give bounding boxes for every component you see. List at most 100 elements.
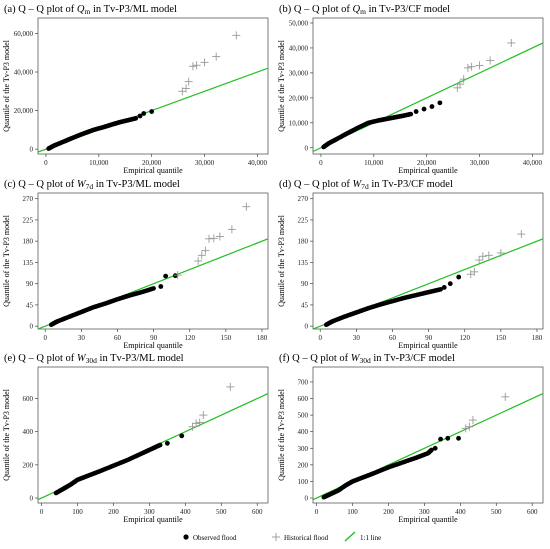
legend: Observed flood Historical flood 1:1 line [183,531,381,542]
x-tick-label: 400 [180,508,191,516]
panel-title-subscript: 30d [360,356,372,365]
x-tick-label: 90 [425,334,433,342]
observed-point [413,109,419,114]
qq-panel-c: (c) Q – Q plot of W7d in Tv-P3/ML model 0… [2,179,269,350]
panel-title-prefix: (c) Q – Q plot of [4,179,77,190]
historical-point [478,252,487,261]
x-tick-label: 180 [257,334,268,342]
panel-title-variable: Q [77,4,85,15]
y-tick-label: 300 [298,445,309,453]
historical-point [242,202,251,211]
y-axis-label: Quantile of the Tv-P3 model [2,214,11,307]
historical-point [470,267,479,276]
x-tick-label: 180 [532,334,543,342]
y-tick-label: 90 [26,280,34,288]
y-axis-label: Quantile of the Tv-P3 model [2,39,11,132]
panel-title: (f) Q – Q plot of W30d in Tv-P3/CF model [279,353,455,365]
y-tick-label: 20,000 [14,107,34,115]
legend-observed-marker [183,534,189,540]
y-axis-label: Quantile of the Tv-P3 model [2,388,11,481]
x-tick-label: 0 [40,508,44,516]
historical-point [227,225,236,234]
observed-point [133,116,139,121]
qq-panel-e: (e) Q – Q plot of W30d in Tv-P3/ML model… [2,353,269,524]
plot-frame [312,366,544,504]
y-tick-label: 0 [30,146,34,154]
x-tick-label: 120 [459,334,470,342]
observed-point [445,435,451,441]
x-tick-label: 500 [216,508,227,516]
historical-point [194,257,203,265]
observed-point [149,109,155,114]
historical-point [212,52,221,61]
qq-panel-b: (b) Q – Q plot of Qm in Tv-P3/CF model 0 1… [277,4,544,175]
x-axis-label: Empirical quantile [398,166,458,175]
historical-point [188,62,197,71]
historical-point [195,418,204,427]
historical-point [455,80,464,89]
panel-title-prefix: (d) Q – Q plot of [279,179,353,190]
historical-point [459,75,468,84]
historical-point [461,424,470,433]
x-tick-label: 60 [114,334,122,342]
y-tick-label: 10,000 [289,119,309,127]
observed-point [158,284,164,289]
legend-line-marker [344,531,356,542]
x-tick-label: 40,000 [248,159,268,167]
panel-title-suffix: in Tv-P3/CF model [369,179,453,190]
y-tick-label: 45 [301,301,309,309]
y-tick-label: 600 [298,395,309,403]
y-tick-label: 0 [305,495,309,503]
x-tick-label: 30,000 [195,159,215,167]
y-tick-label: 400 [23,428,34,436]
observed-point [447,281,453,287]
legend-historical-label: Historical flood [284,534,329,542]
x-tick-label: 0 [43,334,47,342]
panel-title-variable: W [351,353,361,364]
x-tick-label: 100 [72,508,83,516]
historical-point [192,61,201,70]
y-tick-label: 0 [30,495,34,503]
panel-title-suffix: in Tv-P3/CF model [371,353,455,364]
plot-frame [37,17,269,155]
panel-title: (c) Q – Q plot of W7d in Tv-P3/ML model [4,179,180,191]
historical-point [209,234,218,243]
plot-frame [312,17,544,155]
y-tick-label: 45 [26,301,34,309]
x-tick-label: 0 [315,508,319,516]
x-tick-label: 10,000 [89,159,109,167]
y-tick-label: 20,000 [289,94,309,102]
y-tick-label: 135 [23,259,34,267]
y-tick-label: 400 [298,428,309,436]
observed-point [441,285,447,290]
panel-title-suffix: in Tv-P3/ML model [93,179,180,190]
x-tick-label: 0 [44,159,48,167]
panel-title-subscript: 7d [361,182,369,191]
plot-frame [312,192,544,330]
panel-title-prefix: (e) Q – Q plot of [4,353,77,364]
historical-point [463,63,472,72]
panel-title-subscript: m [85,7,91,16]
panel-title-prefix: (a) Q – Q plot of [4,4,77,15]
y-axis-label: Quantile of the Tv-P3 model [277,214,286,307]
historical-point [501,392,510,401]
historical-point [467,62,476,71]
y-tick-label: 40,000 [14,69,34,77]
historical-point [496,248,505,257]
historical-point [507,38,516,47]
x-axis-label: Empirical quantile [123,166,183,175]
panel-title-suffix: in Tv-P3/ML model [90,4,177,15]
panel-title-subscript: 7d [86,182,94,191]
x-tick-label: 300 [419,508,430,516]
panel-title: (d) Q – Q plot of W7d in Tv-P3/CF model [279,179,453,191]
x-tick-label: 20,000 [142,159,162,167]
y-tick-label: 0 [305,323,309,331]
observed-point [157,442,163,448]
y-axis-label: Quantile of the Tv-P3 model [277,388,286,481]
x-tick-label: 100 [347,508,358,516]
x-tick-label: 150 [221,334,232,342]
historical-point [192,419,201,428]
x-tick-label: 600 [527,508,538,516]
historical-point [475,256,484,265]
legend-line-label: 1:1 line [360,534,381,542]
